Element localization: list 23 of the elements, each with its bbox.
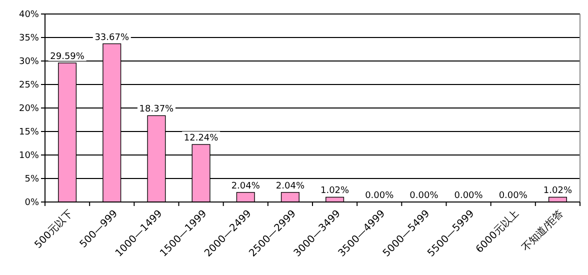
y-tick-label: 30% [18,57,40,68]
data-label: 2.04% [276,181,305,192]
y-tick-label: 20% [18,104,40,114]
x-tick-label: 500元以下 [32,208,76,251]
data-label: 18.37% [139,104,174,115]
y-tick-label: 5% [24,174,40,185]
data-label: 29.59% [50,52,85,62]
data-label: 2.04% [231,181,260,192]
y-tick-label: 40% [18,10,40,20]
data-label: 33.67% [94,32,130,43]
data-label: 0.00% [365,191,394,201]
y-tick-label: 25% [18,80,40,91]
data-label: 0.00% [454,191,484,201]
data-label: 1.02% [543,186,572,196]
y-tick-label: 15% [18,128,40,138]
data-label: 12.24% [184,133,219,144]
y-tick-label: 0% [24,198,40,208]
data-label: 1.02% [320,186,350,196]
x-tick-label: 不知道/拒答 [520,208,566,254]
data-label: 0.00% [410,191,439,201]
y-tick-label: 10% [18,151,40,162]
data-label: 0.00% [498,191,528,201]
y-tick-label: 35% [18,34,40,44]
